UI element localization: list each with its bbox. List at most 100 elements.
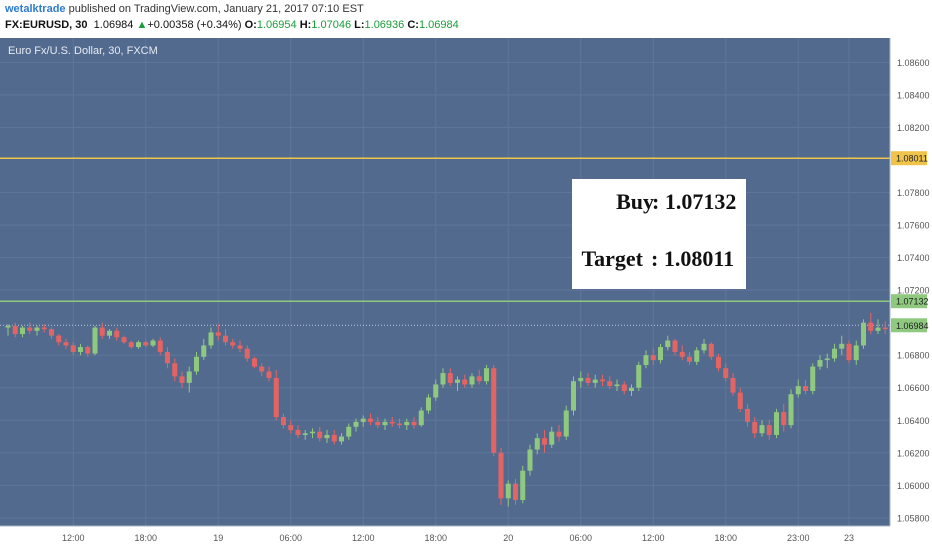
- candle-body: [781, 412, 787, 426]
- candle-body: [49, 329, 54, 336]
- change-arrow-icon: ▲: [136, 19, 148, 31]
- candle-body: [259, 366, 265, 372]
- candle-body: [607, 381, 613, 387]
- annotation-box: [572, 179, 746, 289]
- price-tick-label: 1.05800: [897, 513, 930, 523]
- candle-body: [723, 368, 729, 378]
- candle-body: [839, 343, 845, 349]
- candle-body: [810, 366, 816, 391]
- candle-body: [687, 356, 692, 362]
- candle-body: [273, 377, 279, 418]
- price-tick-label: 1.07800: [897, 188, 930, 198]
- time-tick-label: 19: [213, 533, 223, 543]
- target-label: Target: [581, 246, 643, 271]
- candle-body: [861, 322, 866, 346]
- candle-body: [592, 379, 598, 383]
- candle-body: [513, 483, 518, 500]
- candle-body: [730, 377, 736, 393]
- time-tick-label: 06:00: [279, 533, 302, 543]
- time-tick-label: 23: [844, 533, 854, 543]
- candle-body: [462, 379, 468, 385]
- candle-body: [99, 327, 105, 336]
- high-label: H:: [299, 19, 312, 31]
- candle-body: [317, 431, 323, 439]
- candle-body: [672, 340, 678, 352]
- candle-body: [324, 434, 330, 439]
- candle-body: [346, 426, 352, 437]
- candle-body: [846, 343, 852, 361]
- candle-body: [636, 364, 642, 388]
- candle-body: [20, 327, 25, 335]
- candle-body: [788, 394, 794, 426]
- candle-body: [157, 340, 163, 352]
- author-link[interactable]: wetalktrade: [5, 3, 66, 15]
- candle-body: [215, 332, 221, 336]
- candle-body: [78, 347, 83, 352]
- buy-label: Buy: [616, 189, 654, 214]
- candle-body: [759, 425, 765, 434]
- candle-body: [795, 386, 801, 395]
- candle-body: [629, 387, 634, 391]
- time-tick-label: 12:00: [62, 533, 85, 543]
- price-lines: [0, 157, 890, 326]
- candle-body: [41, 327, 47, 330]
- candle-body: [85, 347, 91, 354]
- ohlc-line: FX:EURUSD, 30 1.06984 ▲+0.00358 (+0.34%)…: [5, 19, 459, 31]
- candle-body: [5, 325, 11, 328]
- candlestick-chart[interactable]: Euro Fx/U.S. Dollar, 30, FXCM Buy : 1.07…: [0, 38, 932, 550]
- candle-body: [92, 327, 98, 354]
- price-tick-label: 1.08400: [897, 90, 930, 100]
- price-tick-label: 1.06800: [897, 351, 930, 361]
- buy-value: : 1.07132: [652, 189, 736, 214]
- price-tag-label: 1.07132: [896, 297, 929, 307]
- candle-body: [875, 327, 881, 331]
- candle-body: [708, 343, 714, 357]
- close-label: C:: [407, 19, 419, 31]
- candle-body: [389, 421, 395, 424]
- price-tick-label: 1.08200: [897, 123, 930, 133]
- candle-body: [745, 408, 750, 422]
- candle-body: [614, 384, 620, 387]
- candle-body: [469, 376, 475, 385]
- candle-body: [12, 325, 18, 335]
- candle-body: [817, 360, 823, 367]
- candle-body: [832, 348, 837, 359]
- price-tick-label: 1.07400: [897, 253, 930, 263]
- time-tick-label: 18:00: [424, 533, 447, 543]
- candle-body: [252, 358, 257, 367]
- last-price-tag-bg: [891, 318, 927, 333]
- candle-body: [310, 431, 315, 434]
- candle-body: [34, 327, 40, 331]
- candle-body: [266, 371, 272, 378]
- candle-body: [491, 368, 497, 453]
- candle-body: [397, 423, 402, 426]
- time-tick-label: 18:00: [134, 533, 157, 543]
- symbol-label: FX:EURUSD, 30: [5, 19, 88, 31]
- candle-body: [527, 449, 533, 471]
- candle-body: [63, 342, 69, 346]
- candle-body: [302, 433, 308, 435]
- time-axis[interactable]: [0, 526, 890, 550]
- candle-body: [534, 438, 540, 450]
- candle-body: [136, 342, 141, 348]
- candle-body: [143, 342, 149, 346]
- candle-body: [150, 340, 156, 346]
- price-axis[interactable]: [890, 38, 932, 550]
- candle-body: [418, 410, 424, 426]
- candle-body: [295, 430, 301, 435]
- time-tick-label: 12:00: [642, 533, 665, 543]
- price-tick-labels: 1.08600 1.08400 1.08200 1.07800 1.07600 1.074…: [897, 58, 930, 523]
- candle-body: [360, 418, 366, 422]
- candle-body: [411, 421, 417, 426]
- candle-body: [107, 330, 112, 336]
- candle-body: [556, 431, 562, 437]
- candle-body: [114, 330, 120, 338]
- candle-body: [868, 322, 874, 331]
- candle-body: [56, 335, 62, 343]
- candle-body: [600, 379, 605, 382]
- candle-body: [368, 418, 373, 422]
- price-tick-label: 1.06200: [897, 448, 930, 458]
- candle-body: [752, 421, 758, 434]
- open-label: O:: [244, 19, 257, 31]
- candle-body: [737, 392, 743, 409]
